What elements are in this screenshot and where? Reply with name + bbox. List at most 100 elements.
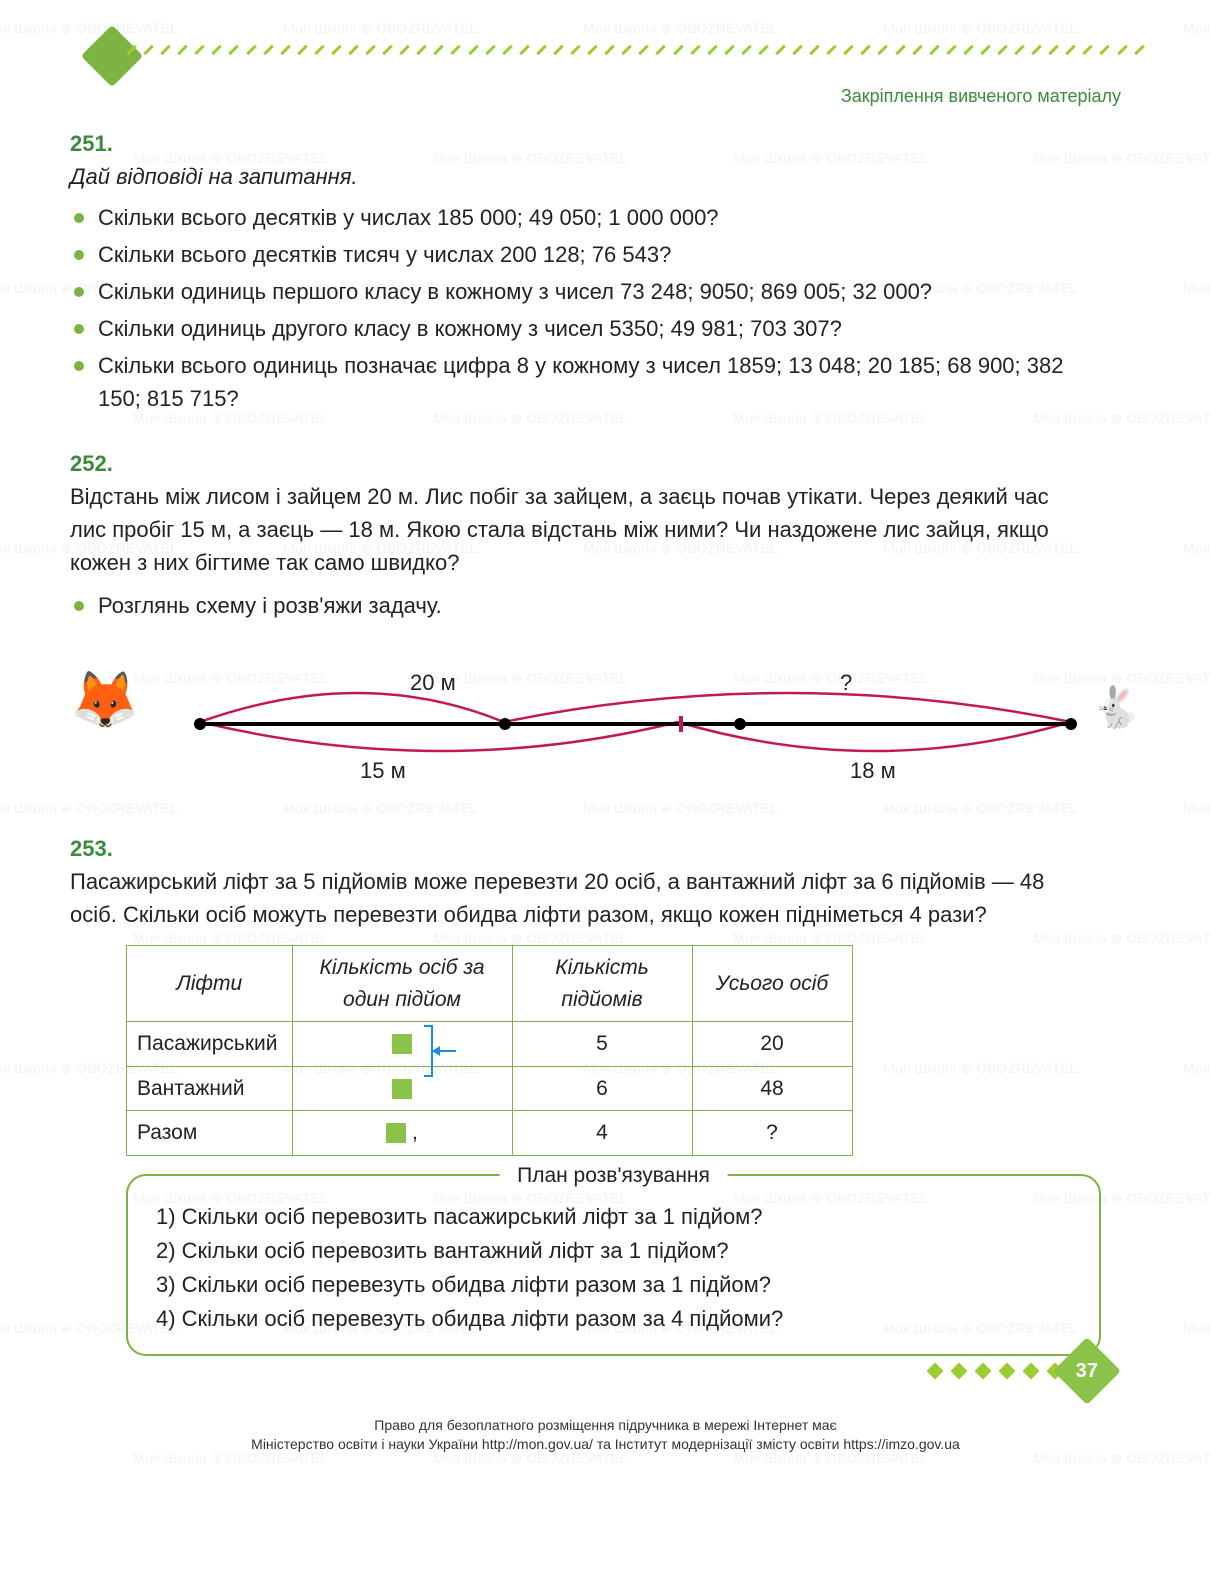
diamond-icon	[399, 45, 410, 56]
diamond-icon	[621, 45, 632, 56]
diamond-icon	[468, 45, 479, 56]
exercise-text: Відстань між лисом і зайцем 20 м. Лис по…	[70, 484, 1049, 575]
bullet-item: Скільки всього десятків тисяч у числах 2…	[70, 238, 1081, 271]
table-row: Вантажний 648	[127, 1066, 853, 1111]
diamond-icon	[417, 45, 428, 56]
plan-step: 1) Скільки осіб перевозить пасажирський …	[156, 1200, 1071, 1234]
diamond-icon	[519, 45, 530, 56]
diamond-icon	[246, 45, 257, 56]
diamond-icon	[980, 45, 991, 56]
corner-diamond-icon	[81, 25, 143, 87]
diamond-icon	[212, 45, 223, 56]
cell-count: 6	[512, 1066, 692, 1111]
plan-box: План розв'язування 1) Скільки осіб перев…	[126, 1174, 1101, 1356]
th-lifts: Ліфти	[127, 946, 293, 1022]
fox-icon: 🦊	[70, 672, 140, 728]
exercise-number: 253.	[70, 832, 126, 865]
bullet-item: Скільки всього десятків у числах 185 000…	[70, 201, 1081, 234]
diamond-icon	[1031, 45, 1042, 56]
diamond-icon	[690, 45, 701, 56]
cell-per	[292, 1066, 512, 1111]
diamond-icon	[758, 45, 769, 56]
cell-per: ,	[292, 1111, 512, 1156]
cell-per	[292, 1022, 512, 1067]
unknown-square-icon	[392, 1034, 412, 1054]
diamond-icon	[809, 45, 820, 56]
diamond-icon	[861, 45, 872, 56]
label-18m: 18 м	[850, 754, 896, 787]
diamond-icon	[382, 45, 393, 56]
diamond-icon	[314, 45, 325, 56]
diamond-icon	[280, 45, 291, 56]
diamond-icon	[927, 1363, 944, 1380]
diamond-icon	[570, 45, 581, 56]
cell-label: Пасажирський	[127, 1022, 293, 1067]
diamond-icon	[536, 45, 547, 56]
sub-prompt-text: Розглянь схему і розв'яжи задачу.	[98, 593, 442, 618]
diamond-icon	[929, 45, 940, 56]
cell-total: ?	[692, 1111, 852, 1156]
diamond-icon	[639, 45, 650, 56]
diamond-icon	[741, 45, 752, 56]
diamond-icon	[946, 45, 957, 56]
diamond-icon	[1117, 45, 1128, 56]
diamond-icon	[1048, 45, 1059, 56]
diamond-icon	[263, 45, 274, 56]
bullet-item: Скільки одиниць першого класу в кожному …	[70, 275, 1081, 308]
sub-prompt: Розглянь схему і розв'яжи задачу.	[70, 589, 1081, 622]
diamond-icon	[229, 45, 240, 56]
exercise-number: 251.	[70, 127, 126, 160]
plan-step: 3) Скільки осіб перевезуть обидва ліфти …	[156, 1268, 1071, 1302]
exercise-prompt: Дай відповіді на запитання.	[70, 164, 358, 189]
diamond-icon	[195, 45, 206, 56]
diamond-icon	[485, 45, 496, 56]
page-number: 37	[1076, 1360, 1098, 1383]
diamond-icon	[451, 45, 462, 56]
diamond-icon	[878, 45, 889, 56]
diamond-icon	[775, 45, 786, 56]
bracket-arrow-icon	[418, 1022, 470, 1080]
diamond-icon	[707, 45, 718, 56]
cell-label: Вантажний	[127, 1066, 293, 1111]
cell-total: 48	[692, 1066, 852, 1111]
distance-diagram: 🦊 🐇 20 м ? 15 м 18 м	[70, 644, 1141, 804]
page-top-border	[70, 40, 1141, 76]
diamond-icon	[792, 45, 803, 56]
diamond-icon	[553, 45, 564, 56]
exercise-252: 252. Відстань між лисом і зайцем 20 м. Л…	[70, 447, 1141, 804]
label-question: ?	[840, 666, 852, 699]
plan-title: План розв'язування	[499, 1160, 728, 1193]
diamond-icon	[656, 45, 667, 56]
diamond-icon	[434, 45, 445, 56]
cell-count: 4	[512, 1111, 692, 1156]
diamond-icon	[1134, 45, 1145, 56]
diamond-icon	[912, 45, 923, 56]
exercise-number: 252.	[70, 447, 126, 480]
diamond-icon	[999, 1363, 1016, 1380]
plan-step: 2) Скільки осіб перевозить вантажний ліф…	[156, 1234, 1071, 1268]
diamond-icon	[1023, 1363, 1040, 1380]
exercise-253: 253. Пасажирський ліфт за 5 підйомів мож…	[70, 832, 1141, 1356]
diamond-icon	[160, 45, 171, 56]
rabbit-icon: 🐇	[1091, 688, 1141, 728]
number-line	[200, 722, 1071, 726]
diamond-icon	[1014, 45, 1025, 56]
diamond-icon	[843, 45, 854, 56]
diamond-icon	[177, 45, 188, 56]
diamond-icon	[1066, 45, 1077, 56]
exercise-251: 251. Дай відповіді на запитання. Скільки…	[70, 127, 1141, 419]
diamond-icon	[724, 45, 735, 56]
diamond-icon	[587, 45, 598, 56]
th-total: Усього осіб	[692, 946, 852, 1022]
cell-total: 20	[692, 1022, 852, 1067]
label-20m: 20 м	[410, 666, 456, 699]
exercise-text: Пасажирський ліфт за 5 підйомів може пер…	[70, 869, 1044, 927]
diamond-icon	[297, 45, 308, 56]
diamond-icon	[826, 45, 837, 56]
th-per: Кількість осіб за один підйом	[292, 946, 512, 1022]
diamond-icon	[951, 1363, 968, 1380]
diamond-icon	[143, 45, 154, 56]
bullet-item: Скільки всього одиниць позначає цифра 8 …	[70, 349, 1081, 415]
footer: Право для безоплатного розміщення підруч…	[70, 1416, 1141, 1455]
footer-line2: Міністерство освіти і науки України http…	[70, 1435, 1141, 1455]
